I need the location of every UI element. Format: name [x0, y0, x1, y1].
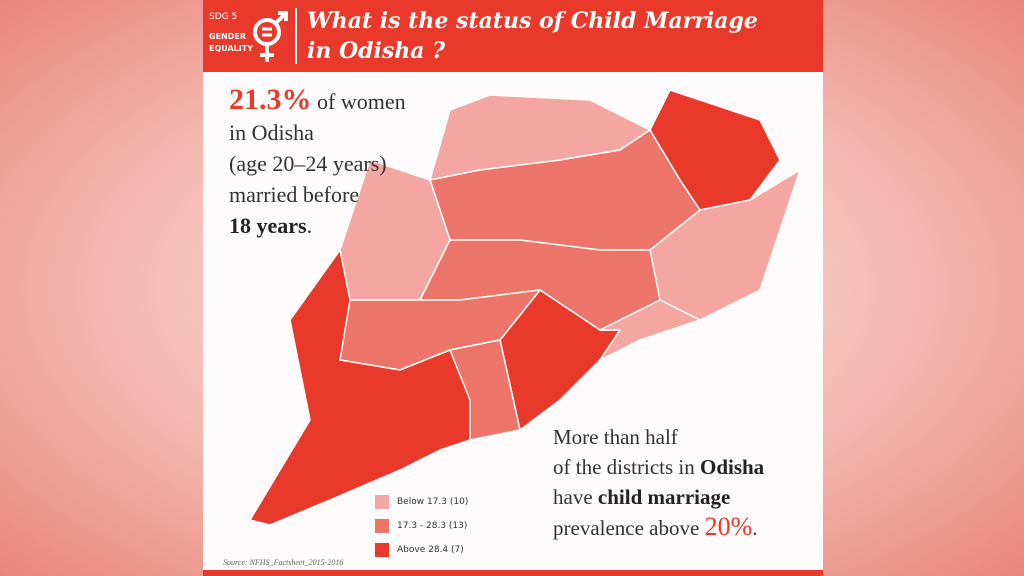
source: Source: NFHS_Factsheet_2015-2016: [223, 558, 344, 567]
note-part: prevalence above: [553, 516, 700, 540]
stat-text: 21.3% of women in Odisha (age 20–24 year…: [229, 84, 406, 241]
legend-item: Below 17.3 (10): [375, 490, 468, 514]
note-part: of the districts in: [553, 455, 695, 479]
note-bold: child marriage: [597, 485, 731, 509]
sdg-label: SDG 5: [209, 12, 238, 22]
stat-line: (age 20–24 years): [229, 151, 387, 176]
stat-bold: 18 years: [229, 213, 307, 238]
note-part: have: [553, 485, 593, 509]
note-line: More than half: [553, 425, 678, 449]
stat-line: married before: [229, 182, 360, 207]
note-part: .: [752, 516, 758, 540]
legend: Below 17.3 (10) 17.3 - 28.3 (13) Above 28.…: [375, 490, 468, 562]
stat-text-part: .: [306, 213, 313, 238]
district-map: [249, 89, 801, 526]
legend-label: Above 28.4 (7): [397, 545, 464, 555]
note-text: More than half of the districts in Odish…: [553, 422, 764, 543]
title-line: What is the status of Child Marriage: [307, 8, 758, 34]
stat-text-part: of women: [317, 89, 406, 114]
divider: [295, 8, 297, 64]
footer-bar: [203, 570, 823, 576]
title: What is the status of Child Marriage in …: [307, 6, 758, 66]
sdg-badge: SDG 5 GENDER EQUALITY: [207, 6, 291, 66]
goal-name: EQUALITY: [209, 44, 254, 53]
legend-label: 17.3 - 28.3 (13): [397, 521, 468, 531]
legend-swatch: [375, 495, 389, 509]
infographic-card: SDG 5 GENDER EQUALITY What is the status…: [203, 0, 823, 576]
legend-label: Below 17.3 (10): [397, 497, 469, 507]
note-highlight: 20%: [704, 512, 753, 541]
district: [449, 339, 521, 441]
stat-highlight: 21.3%: [229, 83, 312, 116]
gender-icon: [253, 11, 288, 62]
header-bar: SDG 5 GENDER EQUALITY What is the status…: [203, 0, 823, 72]
district: [599, 299, 701, 361]
legend-item: 17.3 - 28.3 (13): [375, 514, 468, 538]
legend-swatch: [375, 519, 389, 533]
legend-swatch: [375, 543, 389, 557]
stat-line: in Odisha: [229, 120, 314, 145]
note-bold: Odisha: [699, 455, 765, 479]
legend-item: Above 28.4 (7): [375, 538, 468, 562]
goal-name: GENDER: [209, 32, 246, 41]
title-line: in Odisha ?: [307, 38, 446, 64]
